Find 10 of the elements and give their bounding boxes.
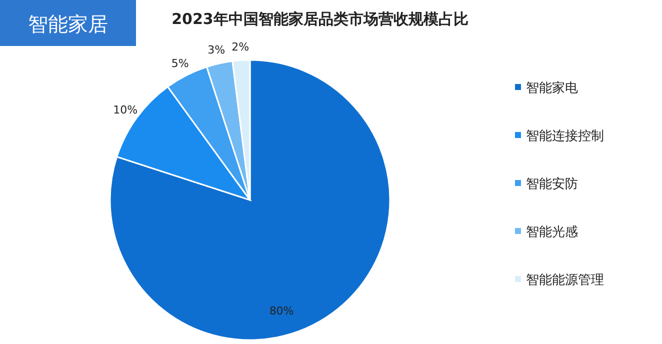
data-label: 3% xyxy=(208,44,226,57)
chart-title: 2023年中国智能家居品类市场营收规模占比 xyxy=(172,10,468,28)
data-label: 5% xyxy=(171,56,189,70)
data-label: 10% xyxy=(113,103,138,116)
data-label: 80% xyxy=(269,304,294,318)
legend-label: 智能安防 xyxy=(526,176,578,192)
data-label: 2% xyxy=(232,40,250,54)
legend-label: 智能家电 xyxy=(526,80,578,96)
legend-label: 智能光感 xyxy=(526,225,578,240)
annotation: 智能家居 xyxy=(0,0,136,46)
